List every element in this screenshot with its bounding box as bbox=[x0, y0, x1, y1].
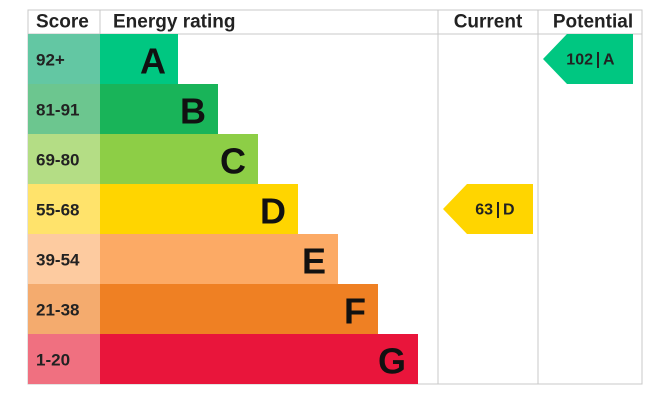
potential-band: A bbox=[603, 52, 615, 69]
score-cell bbox=[28, 334, 100, 384]
score-cell bbox=[28, 34, 100, 84]
band-letter: F bbox=[344, 291, 366, 332]
potential-arrow bbox=[543, 34, 633, 84]
current-value: 63 bbox=[475, 202, 493, 219]
score-cell bbox=[28, 284, 100, 334]
band-letter: E bbox=[302, 241, 326, 282]
score-label: 21-38 bbox=[36, 301, 79, 320]
band-letter: G bbox=[378, 341, 406, 382]
current-arrow bbox=[443, 184, 533, 234]
score-label: 1-20 bbox=[36, 351, 70, 370]
header-score: Score bbox=[36, 12, 89, 33]
score-cell bbox=[28, 234, 100, 284]
rating-bar bbox=[100, 84, 218, 134]
potential-value: 102 bbox=[566, 52, 593, 69]
score-label: 69-80 bbox=[36, 151, 79, 170]
header-current: Current bbox=[454, 12, 523, 33]
band-letter: C bbox=[220, 141, 246, 182]
score-cell bbox=[28, 134, 100, 184]
current-band: D bbox=[503, 202, 515, 219]
score-cell bbox=[28, 184, 100, 234]
score-label: 92+ bbox=[36, 51, 65, 70]
band-letter: B bbox=[180, 91, 206, 132]
score-label: 55-68 bbox=[36, 201, 79, 220]
rating-bar bbox=[100, 134, 258, 184]
header-rating: Energy rating bbox=[113, 12, 235, 33]
score-label: 81-91 bbox=[36, 101, 79, 120]
header-potential: Potential bbox=[553, 12, 633, 33]
rating-bar bbox=[100, 184, 298, 234]
rating-bar bbox=[100, 334, 418, 384]
score-cell bbox=[28, 84, 100, 134]
band-letter: A bbox=[140, 41, 166, 82]
rating-bar bbox=[100, 34, 178, 84]
band-letter: D bbox=[260, 191, 286, 232]
rating-bar bbox=[100, 234, 338, 284]
rating-bar bbox=[100, 284, 378, 334]
score-label: 39-54 bbox=[36, 251, 80, 270]
